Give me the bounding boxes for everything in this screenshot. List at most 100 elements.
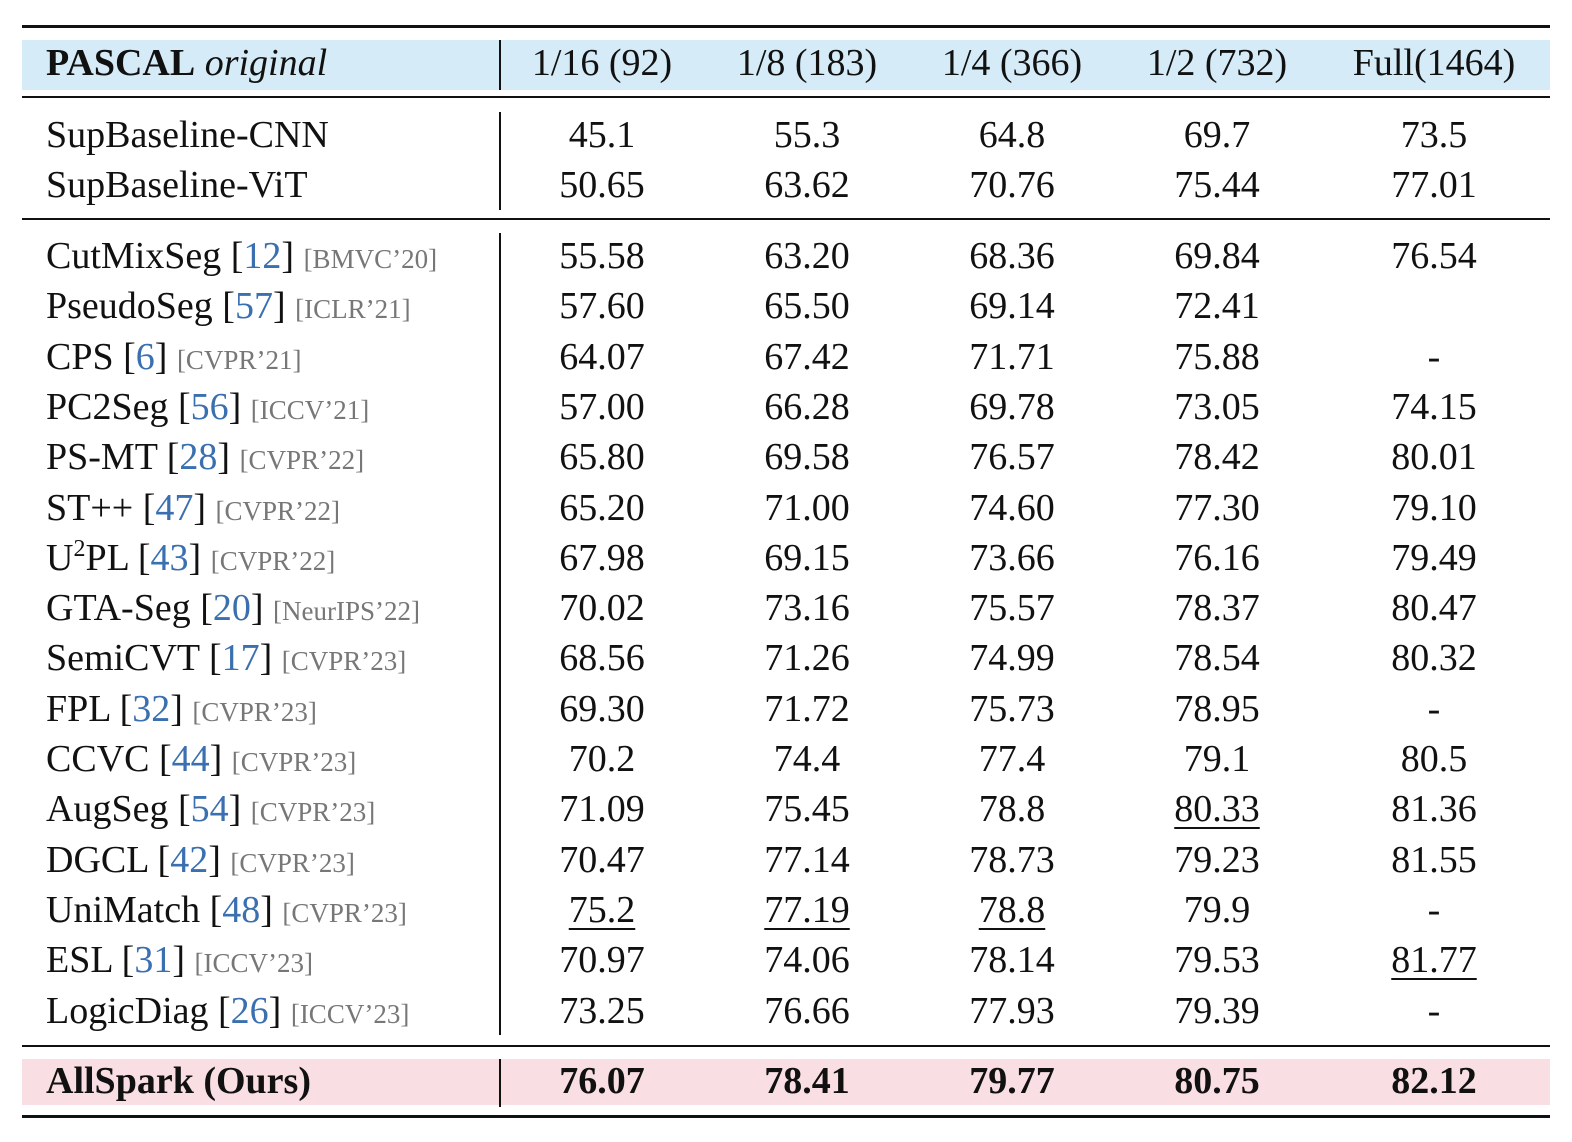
citation-bracket: [ — [157, 838, 171, 881]
method-label: FPL — [46, 687, 111, 730]
method-label: CutMixSeg — [46, 235, 222, 277]
table-cell: 65.80 — [559, 432, 645, 482]
cell-value: - — [1427, 335, 1441, 378]
table-cell: 66.28 — [764, 382, 850, 432]
citation-ref: 43 — [150, 536, 189, 579]
table-cell: 76.66 — [764, 986, 850, 1036]
column-header: 1/16 (92) — [531, 42, 673, 84]
venue-label: [ICLR’21] — [295, 294, 411, 325]
cell-value: 79.23 — [1174, 838, 1260, 881]
citation-ref: 47 — [155, 486, 194, 529]
citation-ref: 20 — [212, 587, 251, 630]
cell-value: 68.36 — [969, 235, 1055, 277]
citation-bracket: ] — [217, 436, 231, 479]
table-cell: 79.53 — [1174, 935, 1260, 985]
cell-value: 70.47 — [559, 838, 645, 881]
venue-label: [CVPR’23] — [282, 897, 407, 928]
table-cell: 76.16 — [1174, 533, 1260, 583]
cell-value: 74.60 — [969, 486, 1055, 529]
cell-value: 78.37 — [1174, 587, 1260, 630]
method-superscript: 2 — [73, 535, 86, 562]
method-label-suffix: PL — [85, 536, 129, 579]
citation-ref: 12 — [243, 235, 282, 277]
cell-value: 70.02 — [559, 587, 645, 630]
cell-value: 71.00 — [764, 486, 850, 529]
cell-value: - — [1427, 989, 1441, 1032]
citation-bracket: [ — [137, 536, 151, 579]
cell-value: 78.14 — [969, 939, 1055, 982]
citation-bracket: [ — [158, 738, 172, 780]
method-name: SemiCVT [17] [CVPR’23] — [46, 633, 406, 683]
citation-ref: 31 — [134, 939, 173, 982]
method-name: LogicDiag [26] [ICCV’23] — [46, 986, 409, 1036]
table-cell: 78.8 — [979, 885, 1046, 935]
cell-value: 65.80 — [559, 436, 645, 479]
table-cell: 70.2 — [569, 734, 636, 784]
cell-value: 66.28 — [764, 385, 850, 428]
citation-bracket: ] — [268, 989, 282, 1032]
venue-label: [BMVC’20] — [303, 244, 438, 274]
table-cell: 70.76 — [969, 160, 1055, 210]
table-cell: - — [1428, 885, 1441, 935]
table-cell: 68.56 — [559, 633, 645, 683]
venue-label: [CVPR’23] — [230, 847, 355, 878]
cell-value: 64.8 — [978, 114, 1046, 156]
method-name: PS-MT [28] [CVPR’22] — [46, 432, 364, 482]
cell-value: 69.30 — [559, 687, 645, 730]
cell-value: 55.3 — [773, 114, 841, 156]
cell-value: 79.49 — [1391, 536, 1477, 579]
cell-value: 76.54 — [1391, 235, 1477, 277]
cell-value: 64.07 — [559, 335, 645, 378]
method-name: ESL [31] [ICCV’23] — [46, 935, 313, 985]
cell-value: 63.20 — [764, 235, 850, 277]
citation-bracket: [ — [177, 385, 191, 428]
header-band — [22, 40, 1550, 90]
cell-value: 78.42 — [1174, 436, 1260, 479]
cell-value: 69.58 — [764, 436, 850, 479]
cell-value: 79.10 — [1391, 486, 1477, 529]
citation-bracket: ] — [272, 285, 286, 328]
table-cell: 76.07 — [559, 1056, 645, 1106]
table-cell: 70.97 — [559, 935, 645, 985]
citation-bracket: [ — [123, 335, 136, 378]
method-name: FPL [32] [CVPR’23] — [46, 684, 317, 734]
cell-value: 80.75 — [1174, 1060, 1260, 1102]
citation-bracket: ] — [208, 838, 221, 881]
cell-value: 80.33 — [1174, 788, 1260, 831]
table-cell: 79.1 — [1184, 734, 1251, 784]
table-cell: 82.12 — [1391, 1056, 1477, 1106]
venue-label: [CVPR’22] — [215, 495, 341, 526]
table-cell: 78.8 — [979, 784, 1046, 834]
table-cell: 75.2 — [569, 885, 636, 935]
table-cell: 65.50 — [764, 281, 850, 331]
table-cell: - — [1428, 986, 1441, 1036]
dataset-variant: original — [204, 42, 328, 84]
column-header: 1/8 (183) — [736, 42, 878, 84]
cell-value: 69.15 — [764, 536, 850, 579]
method-label: PC2Seg — [46, 385, 169, 428]
cell-value: 69.78 — [969, 385, 1055, 428]
table-cell: 71.09 — [559, 784, 645, 834]
citation-bracket: [ — [208, 637, 222, 680]
table-cell: 71.72 — [764, 684, 850, 734]
citation-bracket: ] — [170, 687, 183, 730]
table-cell: 78.41 — [764, 1056, 850, 1106]
venue-label: [ICCV’21] — [250, 394, 370, 425]
cell-value: 70.2 — [568, 738, 636, 780]
cell-value: 79.1 — [1183, 738, 1251, 780]
cell-value: 82.12 — [1391, 1060, 1477, 1102]
method-label: SupBaseline-CNN — [46, 114, 329, 156]
table-cell: 78.14 — [969, 935, 1055, 985]
table-cell: 74.60 — [969, 483, 1055, 533]
cell-value: 75.73 — [969, 687, 1055, 730]
method-name: PC2Seg [56] [ICCV’21] — [46, 382, 369, 432]
table-cell: 80.01 — [1391, 432, 1477, 482]
cell-value: 77.4 — [978, 738, 1046, 780]
cell-value: 76.07 — [559, 1060, 645, 1102]
cell-value: 71.72 — [764, 687, 850, 730]
method-label: U — [46, 536, 74, 579]
cell-value: 50.65 — [559, 164, 645, 206]
column-separator — [499, 233, 501, 1035]
venue-label: [ICCV’23] — [194, 948, 313, 979]
cell-value: 71.26 — [764, 637, 850, 680]
